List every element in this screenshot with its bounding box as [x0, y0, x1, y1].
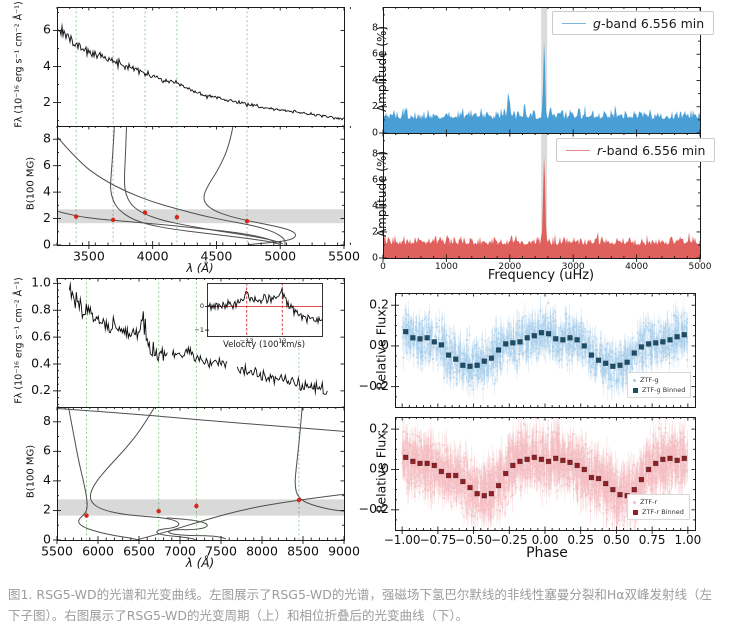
r-band-legend-line-icon	[566, 149, 590, 151]
ztf-r-binned-label: ZTF-r Binned	[642, 508, 684, 516]
r-band-legend-label: r-band 6.556 min	[597, 142, 706, 158]
flux-ylabel-red: Fλ (10⁻¹⁶ erg s⁻¹ cm⁻² Å⁻¹)	[13, 277, 25, 404]
figure-caption: 图1. RSG5-WD的光谱和光变曲线。左图展示了RSG5-WD的光谱，强磁场下…	[8, 587, 713, 623]
flux-ylabel-blue: Fλ (10⁻¹⁶ erg s⁻¹ cm⁻² Å⁻¹)	[13, 1, 25, 128]
ztf-r-point-icon	[633, 500, 636, 504]
bfield-ylabel-blue: B(100 MG)	[25, 156, 37, 211]
ztf-g-binned-label: ZTF-g Binned	[642, 386, 686, 394]
ztf-r-label: ZTF-r	[640, 498, 658, 506]
ztf-r-legend: ZTF-r ZTF-r Binned	[627, 494, 690, 520]
ztf-r-binned-square-icon	[633, 509, 638, 515]
bfield-ylabel-red: B(100 MG)	[25, 444, 37, 499]
phase-xlabel: Phase	[526, 545, 568, 561]
inset-velocity-xlabel: Velocity (100 km/s)	[222, 340, 306, 350]
g-band-legend-line-icon	[562, 22, 586, 24]
wavelength-xlabel-blue: λ (Å)	[186, 261, 214, 275]
ztf-g-label: ZTF-g	[640, 376, 659, 384]
ztf-g-binned-square-icon	[633, 387, 638, 393]
wavelength-xlabel-red: λ (Å)	[185, 556, 215, 570]
r-band-legend: r-band 6.556 min	[556, 138, 716, 162]
ztf-g-point-icon	[633, 378, 636, 382]
g-band-legend-label: g-band 6.556 min	[593, 15, 705, 31]
g-band-legend: g-band 6.556 min	[552, 11, 715, 35]
frequency-xlabel: Frequency (uHz)	[487, 268, 595, 283]
ztf-g-legend: ZTF-g ZTF-g Binned	[627, 372, 692, 398]
relative-flux-ylabel-r: Relative Flux	[373, 432, 389, 513]
